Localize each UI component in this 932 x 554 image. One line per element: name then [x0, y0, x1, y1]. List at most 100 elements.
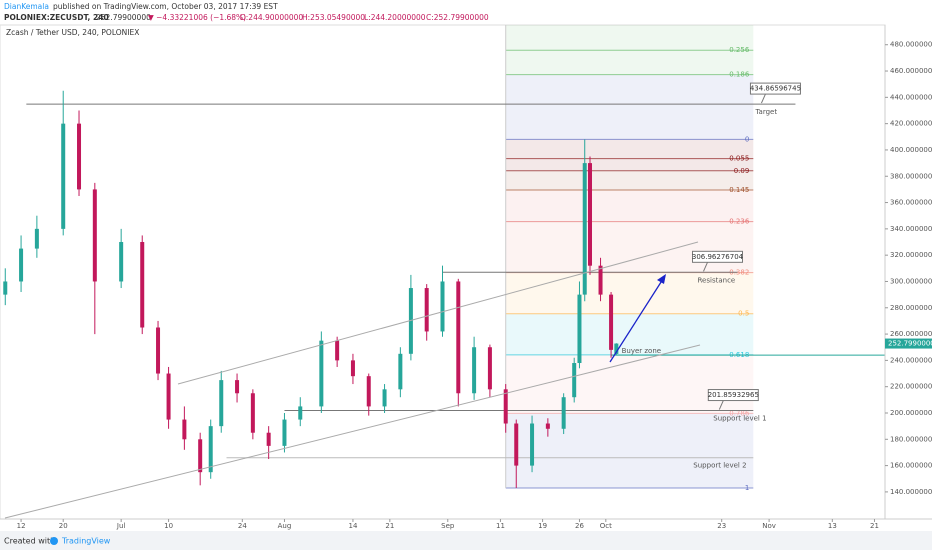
published: published on TradingView.com, October 03… — [53, 2, 278, 11]
level-callout — [749, 82, 801, 95]
low: L:244.20000000 — [364, 13, 426, 22]
arrow-head — [657, 274, 666, 284]
candle-body — [140, 242, 145, 328]
candle-body — [582, 163, 587, 295]
y-tick-label: 460.00000000 — [890, 67, 932, 75]
candle-body — [440, 281, 445, 332]
candle-body — [335, 340, 340, 361]
candle-body — [577, 294, 582, 364]
fib-label: 0.236 — [729, 218, 750, 226]
candle-body — [398, 353, 403, 390]
channel-lower — [4, 344, 701, 519]
candle-body — [456, 281, 461, 394]
level-name: Support level 1 — [713, 415, 766, 423]
brand-icon — [50, 537, 58, 545]
fib-band — [505, 313, 754, 355]
candle-body — [198, 439, 203, 473]
last: 252.79900000 — [96, 13, 151, 22]
candle-body — [472, 347, 477, 394]
footer-bar — [0, 531, 932, 550]
close: C:252.79900000 — [426, 13, 489, 22]
callout-pointer — [703, 262, 708, 272]
x-tick-label: 21 — [385, 522, 394, 530]
y-tick-label: 440.00000000 — [890, 93, 932, 101]
fib-label: 0.09 — [734, 167, 750, 175]
candle-body — [487, 347, 492, 390]
y-tick-label: 420.00000000 — [890, 120, 932, 128]
plot: 0.256 0.186 0 0.055 0.09 0.145 0.236 0.382 0.5 0.… — [3, 25, 885, 492]
candle-body — [614, 343, 619, 354]
y-tick-label: 360.00000000 — [890, 199, 932, 207]
footer-created: Created with — [4, 537, 55, 546]
fib-band — [505, 139, 754, 159]
candle-body — [250, 393, 255, 433]
fib-band — [505, 74, 754, 140]
author[interactable]: DianKemala — [4, 2, 49, 11]
fib-label: 1 — [745, 484, 749, 492]
x-tick-label: 12 — [17, 522, 26, 530]
y-tick-label: 140.00000000 — [890, 488, 932, 496]
candle-body — [609, 294, 614, 350]
chart-title: Zcash / Tether USD, 240, POLONIEX — [6, 28, 139, 37]
fib-band — [505, 158, 754, 171]
candle-body — [530, 423, 535, 466]
candle-body — [34, 228, 39, 249]
fib-band — [505, 50, 754, 75]
x-tick-label: 20 — [59, 522, 68, 530]
fib-label: 0.145 — [729, 186, 749, 194]
zone-name: Buyer zone — [622, 347, 662, 355]
candle-body — [182, 419, 187, 440]
x-tick-label: 13 — [828, 522, 837, 530]
callout-pointer — [760, 93, 766, 104]
fib-band — [505, 413, 754, 488]
candle-body — [588, 163, 592, 266]
candle-body — [319, 340, 324, 407]
fib-label: 0 — [745, 135, 749, 143]
x-tick-label: 14 — [348, 522, 357, 530]
level-name: Target — [754, 108, 777, 116]
arrow — [609, 278, 664, 363]
x-tick-label: 10 — [164, 522, 173, 530]
candle-body — [219, 380, 224, 427]
level-value: 201.85932965 — [708, 391, 759, 399]
callout-pointer — [718, 400, 724, 410]
y-tick-label: 220.00000000 — [890, 383, 932, 391]
candle-body — [424, 288, 429, 332]
x-tick-label: Jul — [116, 522, 126, 530]
fib-label: 0.186 — [729, 71, 750, 79]
level-callout — [707, 389, 759, 402]
y-tick-label: 280.00000000 — [890, 304, 932, 312]
fib-label: 0.382 — [729, 269, 749, 277]
x-tick-label: Nov — [762, 522, 776, 530]
y-tick-label: 380.00000000 — [890, 172, 932, 180]
y-tick-label: 300.00000000 — [890, 277, 932, 285]
fib-label: 0.5 — [738, 310, 749, 318]
change: ▼ −4.33221006 (−1.68%) — [148, 13, 246, 22]
fib-band — [505, 189, 754, 222]
candle-body — [3, 281, 8, 295]
candle-body — [166, 373, 171, 420]
x-tick-label: 23 — [717, 522, 726, 530]
fib-band — [505, 272, 754, 314]
fib-band — [505, 170, 754, 190]
level-value: 434.86596745 — [750, 85, 801, 93]
x-tick-label: 21 — [870, 522, 879, 530]
x-tick-label: Aug — [278, 522, 292, 530]
candle-body — [19, 248, 24, 282]
y-tick-label: 160.00000000 — [890, 462, 932, 470]
fib-band — [505, 221, 754, 273]
y-tick-label: 400.00000000 — [890, 146, 932, 154]
level-value: 306.96276704 — [692, 253, 744, 261]
candle-body — [61, 123, 66, 229]
candle-body — [408, 288, 413, 354]
candle-body — [598, 265, 603, 295]
open: O:244.90000000 — [240, 13, 303, 22]
y-tick-label: 480.00000000 — [890, 41, 932, 49]
fib-label: 0.786 — [729, 409, 750, 417]
footer-brand[interactable]: TradingView — [61, 537, 111, 546]
x-tick-label: 11 — [496, 522, 505, 530]
fib-band — [505, 354, 754, 414]
y-tick-label: 340.00000000 — [890, 225, 932, 233]
